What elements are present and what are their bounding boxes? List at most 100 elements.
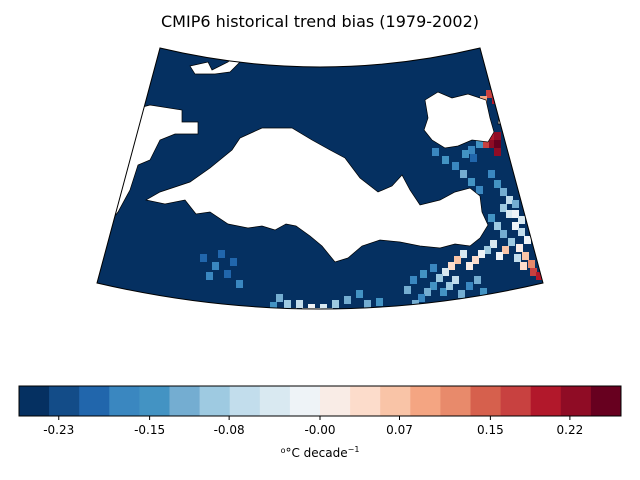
bias-cell xyxy=(206,272,213,280)
colorbar-segment xyxy=(440,386,471,416)
bias-cell xyxy=(460,250,467,258)
bias-cell xyxy=(520,262,527,270)
bias-cell xyxy=(486,90,493,98)
bias-cell xyxy=(494,132,501,140)
bias-cell xyxy=(484,246,491,254)
bias-cell xyxy=(430,282,437,290)
colorbar-segment xyxy=(139,386,170,416)
bias-cell xyxy=(230,258,237,266)
bias-cell xyxy=(478,250,485,258)
bias-cell xyxy=(490,240,497,248)
colorbar-segment xyxy=(289,386,321,416)
bias-cell xyxy=(536,272,543,280)
bias-cell xyxy=(284,300,291,308)
bias-cell xyxy=(500,188,507,196)
bias-cell xyxy=(458,290,465,298)
bias-cell xyxy=(212,262,219,270)
bias-cell xyxy=(488,214,495,222)
bias-cell xyxy=(452,162,459,170)
colorbar-segment xyxy=(79,386,110,416)
bias-cell xyxy=(472,256,479,264)
bias-cell xyxy=(308,304,315,309)
colorbar-label-prefix: o xyxy=(281,446,286,455)
colorbar-segment xyxy=(49,386,80,416)
bias-cell xyxy=(442,156,449,164)
colorbar-segment xyxy=(560,386,592,416)
bias-cell xyxy=(512,222,519,230)
bias-cell xyxy=(420,270,427,278)
colorbar-segment xyxy=(350,386,381,416)
bias-cell xyxy=(440,288,447,296)
bias-cell xyxy=(356,290,363,298)
bias-cell xyxy=(454,256,461,264)
bias-cell xyxy=(200,254,207,262)
colorbar-segment xyxy=(199,386,231,416)
bias-cell xyxy=(530,268,537,276)
colorbar-segment xyxy=(530,386,562,416)
colorbar-tick-label: -0.15 xyxy=(134,423,165,437)
bias-cell xyxy=(494,222,501,230)
colorbar-segment xyxy=(470,386,502,416)
colorbar-tick-label: -0.08 xyxy=(214,423,245,437)
bias-cell xyxy=(344,296,351,304)
bias-cell xyxy=(488,170,495,178)
bias-cell xyxy=(462,150,469,158)
bias-cell xyxy=(436,274,443,282)
bias-cell xyxy=(480,288,487,296)
colorbar-segment xyxy=(380,386,411,416)
bias-cell xyxy=(270,302,277,309)
bias-cell xyxy=(466,262,473,270)
bias-cell xyxy=(296,300,303,308)
bias-cell xyxy=(410,276,417,284)
map-title: CMIP6 historical trend bias (1979-2002) xyxy=(161,12,479,31)
bias-cell xyxy=(466,282,473,290)
bias-cell xyxy=(224,270,231,278)
colorbar-tick-label: 0.22 xyxy=(557,423,584,437)
bias-cell xyxy=(418,294,425,302)
bias-cell xyxy=(488,140,495,148)
colorbar-segment xyxy=(169,386,201,416)
colorbar-segment xyxy=(109,386,140,416)
bias-cell xyxy=(320,304,327,309)
bias-cell xyxy=(430,264,437,272)
bias-cell xyxy=(518,216,525,224)
bias-cell xyxy=(432,148,439,156)
bias-cell xyxy=(496,252,503,260)
bias-cell xyxy=(518,228,525,236)
bias-cell xyxy=(448,262,455,270)
colorbar-label-main: °C decade xyxy=(285,446,347,460)
bias-cell xyxy=(218,250,225,258)
bias-cell xyxy=(524,236,531,244)
bias-cell xyxy=(500,230,507,238)
bias-cell xyxy=(516,244,523,252)
bias-cell xyxy=(470,154,477,162)
bias-cell xyxy=(512,200,519,208)
colorbar-label: o°C decade−1 xyxy=(281,445,360,460)
bias-cell xyxy=(332,300,339,308)
bias-cell xyxy=(468,178,475,186)
bias-cell xyxy=(494,180,501,188)
bias-cell xyxy=(508,238,515,246)
bias-cell xyxy=(468,146,475,154)
bias-cell xyxy=(460,170,467,178)
colorbar-segment xyxy=(229,386,261,416)
bias-cell xyxy=(506,210,513,218)
colorbar-tick-label: -0.00 xyxy=(304,423,335,437)
colorbar-label-exponent: −1 xyxy=(348,445,360,454)
colorbar-segment xyxy=(320,386,351,416)
bias-cell xyxy=(446,282,453,290)
bias-cell xyxy=(522,252,529,260)
colorbar-tick-label: 0.15 xyxy=(477,423,504,437)
colorbar-segment xyxy=(500,386,532,416)
colorbar-tick-label: 0.07 xyxy=(386,423,413,437)
bias-cell xyxy=(376,298,383,306)
bias-cell xyxy=(442,268,449,276)
map-panel xyxy=(96,47,544,310)
bias-cell xyxy=(500,204,507,212)
bias-cell xyxy=(236,280,243,288)
bias-cell xyxy=(494,140,501,148)
bias-cell xyxy=(476,140,483,148)
colorbar-segment xyxy=(590,386,622,416)
land-black-sea xyxy=(423,91,495,149)
